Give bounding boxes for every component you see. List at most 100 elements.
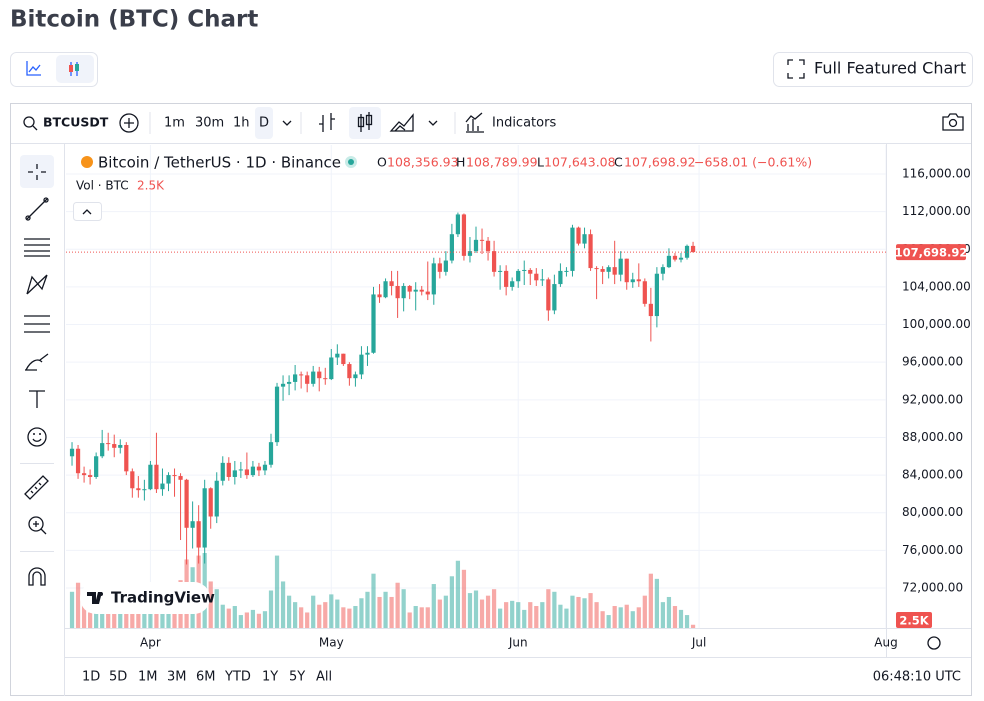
plot-area xyxy=(66,145,886,628)
candle-body xyxy=(479,239,485,241)
volume-bar xyxy=(142,611,147,628)
candle-body xyxy=(160,483,165,490)
volume-bar xyxy=(648,573,653,628)
brush-tool[interactable] xyxy=(25,353,49,371)
volume-bar xyxy=(437,599,442,628)
indicators-icon[interactable] xyxy=(465,112,484,133)
range-button[interactable]: 1D xyxy=(82,670,100,685)
chart-frame xyxy=(10,103,972,696)
volume-bar xyxy=(341,607,346,628)
screenshot-button[interactable] xyxy=(942,113,964,131)
range-button[interactable]: 5Y xyxy=(289,670,305,685)
candle-body xyxy=(100,443,105,457)
volume-bar xyxy=(172,604,177,628)
volume-bar xyxy=(371,573,376,628)
candle-body xyxy=(268,442,274,465)
volume-bar xyxy=(262,611,268,628)
fib-tool[interactable] xyxy=(24,238,50,257)
magnet-tool[interactable] xyxy=(28,567,46,586)
candle-body xyxy=(317,371,322,379)
symbol[interactable]: BTCUSDT xyxy=(43,115,109,130)
interval[interactable]: 1m xyxy=(164,116,185,131)
range-button[interactable]: 6M xyxy=(196,670,216,685)
volume-bar xyxy=(329,594,334,628)
volume-bar xyxy=(618,607,623,628)
candle-body xyxy=(69,448,75,457)
text-tool[interactable] xyxy=(29,390,45,408)
range-button[interactable]: 5D xyxy=(109,670,127,685)
volume-bar xyxy=(479,599,485,628)
area-style[interactable] xyxy=(389,113,414,132)
volume-bar xyxy=(510,600,515,628)
x-tick-label: May xyxy=(319,636,344,650)
volume-bar xyxy=(166,608,171,628)
volume-bar xyxy=(268,590,274,628)
volume-bar xyxy=(286,595,292,628)
candle-body xyxy=(660,267,666,274)
candle-body xyxy=(540,279,545,281)
candle-body xyxy=(648,303,653,317)
candle-body xyxy=(166,475,171,484)
volume-bar xyxy=(552,591,557,628)
volume-bar xyxy=(389,596,394,628)
range-button[interactable]: YTD xyxy=(224,670,251,685)
full-chart-button[interactable] xyxy=(773,52,973,87)
interval-menu[interactable] xyxy=(282,120,292,126)
emoji-tool[interactable] xyxy=(27,427,47,447)
interval[interactable]: D xyxy=(259,116,269,131)
candle-body xyxy=(341,353,346,365)
watermark[interactable] xyxy=(80,582,210,614)
volume-bar xyxy=(654,578,659,628)
x-tick-label: Jul xyxy=(691,636,706,650)
candle-body xyxy=(154,464,159,490)
volume-bar xyxy=(570,595,575,628)
ruler-tool[interactable] xyxy=(24,475,49,500)
zoom-tool[interactable] xyxy=(28,516,44,532)
y-tick-label: 72,000.00 xyxy=(902,581,963,595)
interval[interactable]: 30m xyxy=(195,116,224,131)
candle-body xyxy=(208,488,213,517)
candle-body xyxy=(311,371,316,384)
clock: 06:48:10 UTC xyxy=(873,670,961,685)
range-button[interactable]: 1M xyxy=(138,670,158,685)
volume-bar xyxy=(305,612,310,628)
line-style-button[interactable] xyxy=(26,61,41,76)
range-button[interactable]: 1Y xyxy=(262,670,278,685)
search-icon xyxy=(23,116,35,128)
candle-body xyxy=(305,375,310,384)
indicators-button[interactable]: Indicators xyxy=(492,116,556,131)
ohlc-key: C xyxy=(614,155,623,170)
compare-button[interactable] xyxy=(119,113,139,133)
candle-body xyxy=(196,521,201,548)
volume-bar xyxy=(522,609,527,628)
ohlc-value: 108,789.99 xyxy=(466,155,538,170)
crosshair-tool[interactable] xyxy=(28,164,46,180)
watermark-text: TradingView xyxy=(111,589,215,607)
pattern-tool[interactable] xyxy=(26,274,48,295)
y-tick-label: 76,000.00 xyxy=(902,543,963,557)
candle-body xyxy=(389,281,394,286)
candle-body xyxy=(299,374,304,376)
volume-bar xyxy=(564,608,569,628)
volume-bar xyxy=(383,591,388,628)
volume-bar xyxy=(69,591,75,628)
style-menu[interactable] xyxy=(428,120,438,126)
volume-bar xyxy=(238,615,243,628)
bar-style[interactable] xyxy=(319,113,335,132)
volume-value: 2.5K xyxy=(137,179,165,193)
axis-settings[interactable] xyxy=(927,636,941,650)
volume-bar xyxy=(498,608,503,628)
interval[interactable]: 1h xyxy=(233,116,250,131)
projection-tool[interactable] xyxy=(24,315,50,333)
collapse-legend[interactable] xyxy=(73,202,102,221)
trend-line-tool[interactable] xyxy=(26,198,48,220)
range-button[interactable]: All xyxy=(316,670,332,685)
range-button[interactable]: 3M xyxy=(167,670,187,685)
series-title: Bitcoin / TetherUS · 1D · Binance xyxy=(98,154,341,172)
x-tick-label: Jun xyxy=(508,636,528,650)
volume-bar xyxy=(491,589,497,628)
volume-bar xyxy=(299,607,304,628)
candle-body xyxy=(594,268,599,270)
candle-body xyxy=(654,273,659,317)
candle-body xyxy=(606,267,611,272)
